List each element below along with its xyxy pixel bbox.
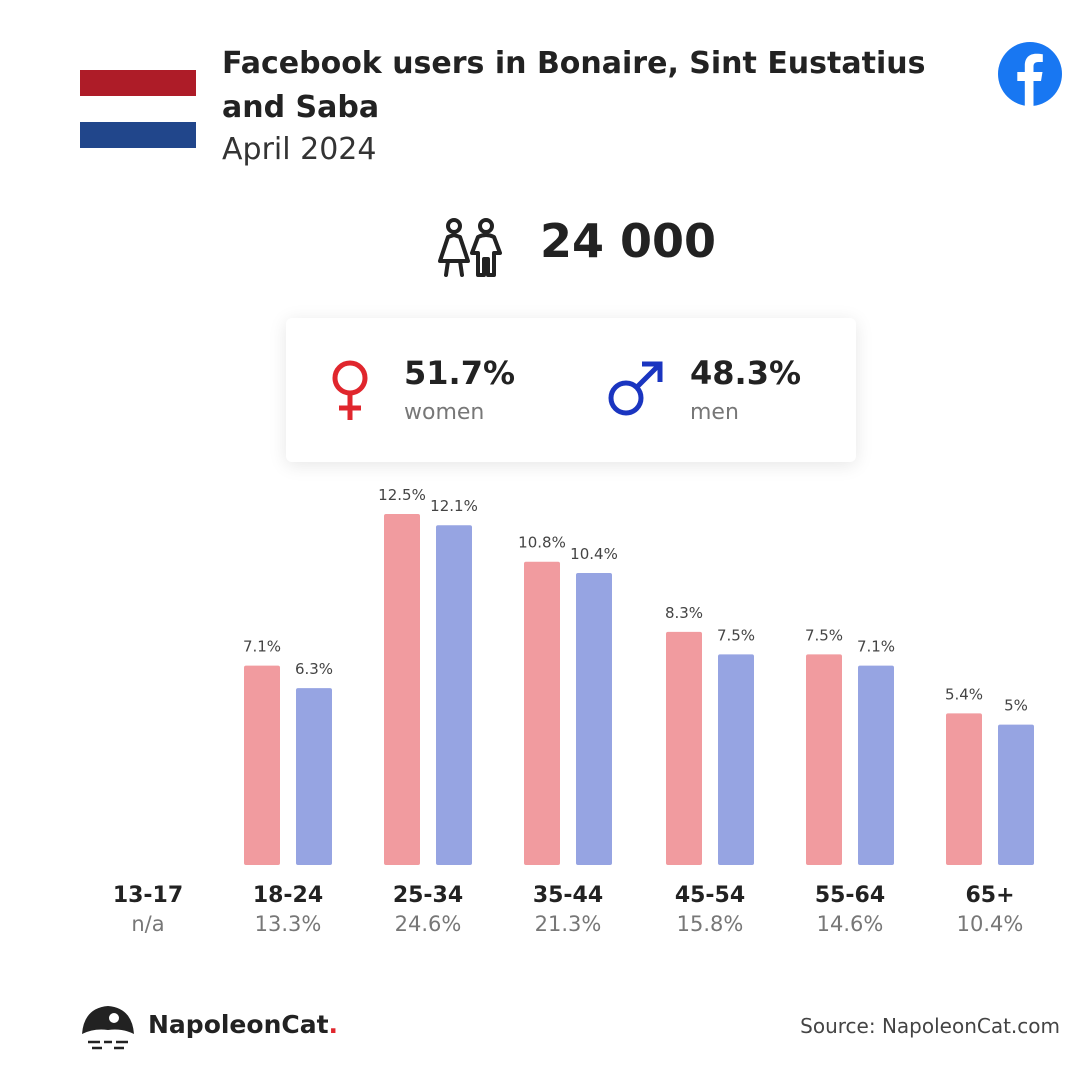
age-group-45-54: 45-54 15.8% — [650, 883, 770, 936]
women-percentage: 51.7% — [404, 354, 516, 392]
age-group-18-24: 18-24 13.3% — [228, 883, 348, 936]
data-label-women-35-44: 10.8% — [518, 534, 566, 552]
data-label-men-65+: 5% — [1004, 697, 1028, 715]
age-group-share: 21.3% — [534, 912, 602, 936]
bar-women-65+ — [946, 713, 982, 865]
age-group-label: 45-54 — [674, 883, 746, 908]
age-group-label: 55-64 — [814, 883, 886, 908]
data-label-women-18-24: 7.1% — [243, 638, 281, 656]
age-group-label: 13-17 — [112, 883, 184, 908]
bar-women-18-24 — [244, 665, 280, 865]
age-group-35-44: 35-44 21.3% — [508, 883, 628, 936]
bar-men-35-44 — [576, 572, 612, 865]
brand-text: NapoleonCat — [148, 1010, 329, 1039]
bar-men-18-24 — [296, 688, 332, 865]
age-gender-bar-chart: 7.1% 6.3% 12.5% 12.1% 10.8% 10.4% 8.3% 7.5% 7.5%… — [0, 470, 1080, 950]
bar-women-45-54 — [666, 631, 702, 865]
men-label: men — [690, 400, 739, 425]
page-title: Facebook users in Bonaire, Sint Eustatiu… — [222, 46, 926, 125]
data-label-men-45-54: 7.5% — [717, 626, 755, 644]
bar-men-65+ — [998, 724, 1034, 865]
people-icon — [436, 213, 504, 281]
data-label-men-25-34: 12.1% — [430, 497, 478, 515]
bar-chart-svg: 7.1% 6.3% 12.5%12.1% 10.8%10.4% 8.3% 7.5% 7.5%… — [243, 486, 1034, 865]
flag-stripe-white — [80, 96, 196, 122]
age-group-label: 65+ — [965, 883, 1015, 908]
bar-women-35-44 — [524, 561, 560, 865]
age-group-65+: 65+ 10.4% — [930, 883, 1050, 936]
source-note: Source: NapoleonCat.com — [800, 1014, 1060, 1038]
age-group-share: 15.8% — [676, 912, 744, 936]
bar-men-25-34 — [436, 525, 472, 865]
age-group-share: 14.6% — [816, 912, 884, 936]
data-label-men-35-44: 10.4% — [570, 545, 618, 563]
men-percentage: 48.3% — [690, 354, 802, 392]
brand-name: NapoleonCat. — [148, 1010, 338, 1039]
age-group-share: 10.4% — [956, 912, 1024, 936]
page-subtitle: April 2024 — [222, 132, 377, 167]
female-symbol-icon — [328, 358, 388, 422]
total-users-value: 24 000 — [540, 214, 717, 268]
bar-men-45-54 — [718, 654, 754, 865]
age-group-share: 13.3% — [254, 912, 322, 936]
bar-men-55-64 — [858, 665, 894, 865]
male-symbol-icon — [606, 358, 666, 422]
facebook-logo-icon — [998, 42, 1062, 106]
women-label: women — [404, 400, 485, 425]
age-group-label: 35-44 — [532, 883, 604, 908]
brand-dot: . — [328, 1010, 339, 1039]
age-group-label: 18-24 — [252, 883, 324, 908]
data-label-women-65+: 5.4% — [945, 685, 983, 703]
flag-stripe-blue — [80, 122, 196, 148]
age-group-share: 24.6% — [394, 912, 462, 936]
data-label-women-45-54: 8.3% — [665, 604, 703, 622]
country-flag — [80, 70, 196, 148]
data-label-women-25-34: 12.5% — [378, 486, 426, 504]
gender-split-card: 51.7% women 48.3% men — [286, 318, 856, 462]
data-label-men-55-64: 7.1% — [857, 638, 895, 656]
bar-women-25-34 — [384, 514, 420, 865]
age-group-13-17: 13-17 n/a — [88, 883, 208, 936]
age-group-55-64: 55-64 14.6% — [790, 883, 910, 936]
age-group-label: 25-34 — [392, 883, 464, 908]
data-label-women-55-64: 7.5% — [805, 626, 843, 644]
age-group-25-34: 25-34 24.6% — [368, 883, 488, 936]
age-group-share: n/a — [131, 912, 165, 936]
data-label-men-18-24: 6.3% — [295, 660, 333, 678]
napoleoncat-logo-icon — [78, 1000, 138, 1052]
bar-women-55-64 — [806, 654, 842, 865]
flag-stripe-red — [80, 70, 196, 96]
